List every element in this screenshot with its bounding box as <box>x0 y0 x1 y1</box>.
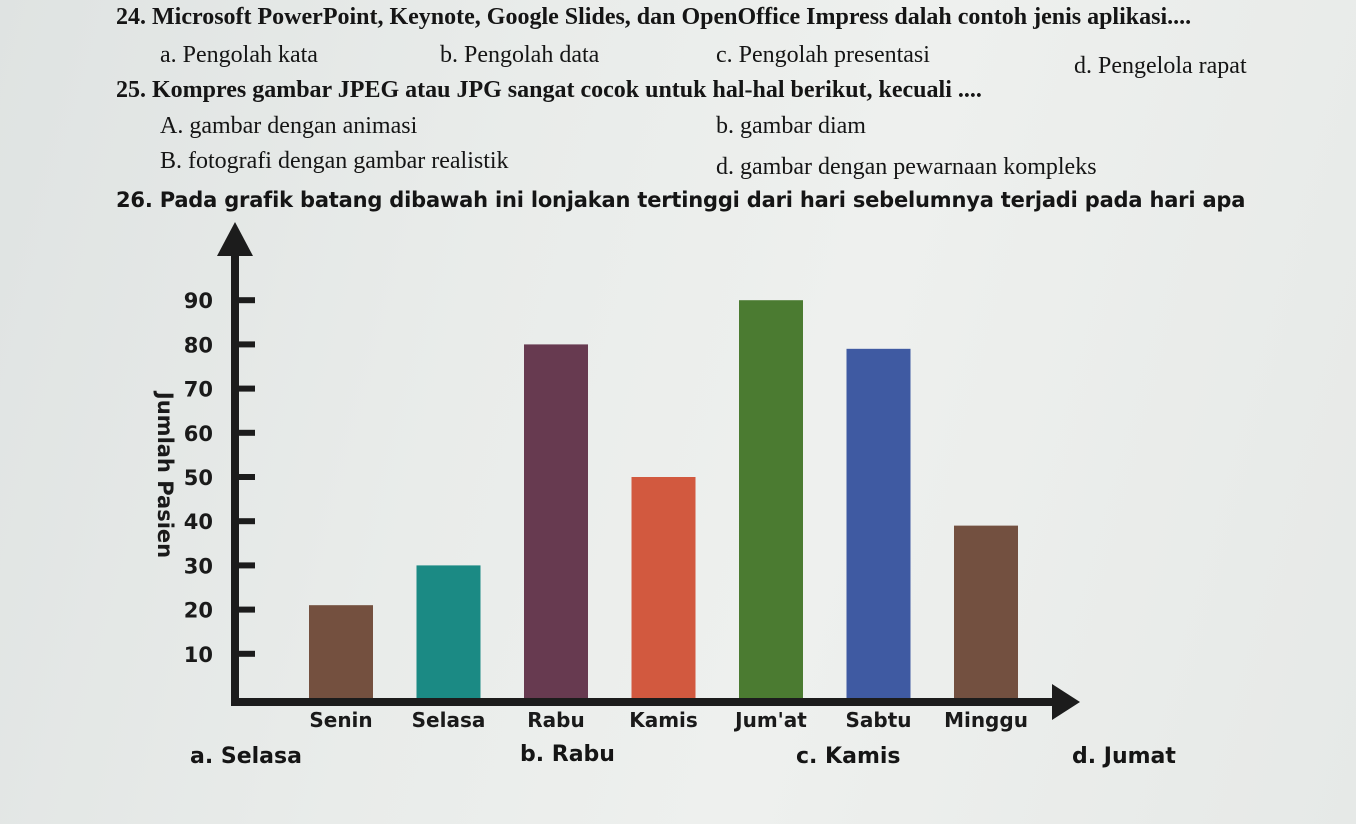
x-tick-label: Selasa <box>412 708 486 732</box>
q25-option-a: A. gambar dengan animasi <box>160 113 418 139</box>
x-tick-label: Jum'at <box>733 708 807 732</box>
x-axis-arrow <box>1052 684 1080 720</box>
q25-question: 25. Kompres gambar JPEG atau JPG sangat … <box>116 77 982 103</box>
y-tick-label: 90 <box>184 289 213 313</box>
bar-jumat <box>739 300 803 698</box>
y-tick-label: 70 <box>184 378 213 402</box>
x-tick-label: Minggu <box>944 708 1028 732</box>
y-tick-label: 10 <box>184 643 213 667</box>
y-tick-label: 40 <box>184 510 213 534</box>
y-axis-arrow <box>217 222 253 256</box>
y-tick-label: 80 <box>184 333 213 357</box>
bar-kamis <box>631 477 696 698</box>
bar-senin <box>309 605 373 698</box>
y-tick-mark <box>237 650 255 657</box>
y-tick-label: 30 <box>184 554 213 578</box>
q25-option-c: B. fotografi dengan gambar realistik <box>160 148 509 174</box>
q24-option-a: a. Pengolah kata <box>160 42 318 68</box>
q24-option-b: b. Pengolah data <box>440 42 600 68</box>
q26-option-a: a. Selasa <box>190 744 302 769</box>
y-tick-mark <box>237 429 255 436</box>
q24-option-d: d. Pengelola rapat <box>1074 53 1247 79</box>
x-axis-line <box>231 698 1054 706</box>
q25-option-d: d. gambar dengan pewarnaan kompleks <box>716 154 1097 180</box>
q26-option-b: b. Rabu <box>520 742 615 767</box>
y-tick-label: 20 <box>184 599 213 623</box>
y-tick-label: 60 <box>184 422 213 446</box>
y-tick-mark <box>237 518 255 525</box>
y-tick-mark <box>237 297 255 304</box>
q24-option-c: c. Pengolah presentasi <box>716 42 930 68</box>
bar-rabu <box>524 344 588 698</box>
q26-option-c: c. Kamis <box>796 744 901 769</box>
x-tick-label: Senin <box>309 708 372 732</box>
y-axis-label: Jumlah Pasien <box>153 390 177 558</box>
x-tick-label: Rabu <box>527 708 584 732</box>
q25-option-b: b. gambar diam <box>716 113 866 139</box>
q26-question: 26. Pada grafik batang dibawah ini lonja… <box>116 188 1246 212</box>
y-axis-line <box>231 254 239 704</box>
y-tick-mark <box>237 562 255 569</box>
q24-question: 24. Microsoft PowerPoint, Keynote, Googl… <box>116 4 1192 30</box>
y-tick-mark <box>237 606 255 613</box>
bar-selasa <box>416 565 481 698</box>
bar-sabtu <box>846 348 911 698</box>
y-tick-mark <box>237 474 255 480</box>
y-tick-mark <box>237 341 255 348</box>
q26-option-d: d. Jumat <box>1072 744 1176 769</box>
bar-minggu <box>954 525 1018 698</box>
x-tick-label: Sabtu <box>845 708 911 732</box>
x-tick-label: Kamis <box>629 708 698 732</box>
y-tick-mark <box>237 385 255 392</box>
y-tick-label: 50 <box>184 466 213 490</box>
